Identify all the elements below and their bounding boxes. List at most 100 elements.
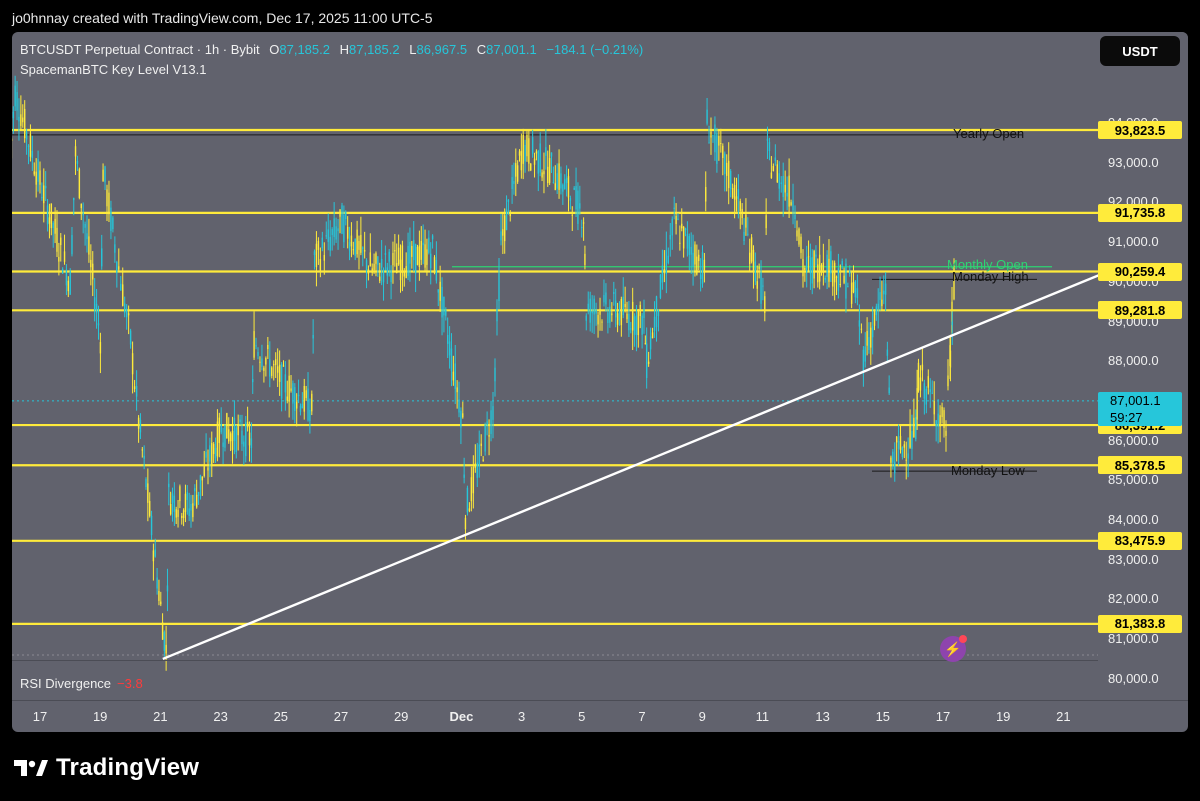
time-tick-label: 23	[213, 709, 228, 724]
candle-body	[133, 386, 136, 390]
key-level-price-label: 89,281.8	[1098, 301, 1182, 320]
candle-body	[786, 192, 788, 197]
candle-body	[445, 310, 447, 316]
candle-body	[669, 234, 671, 240]
candle-body	[616, 313, 619, 325]
candle-body	[303, 385, 305, 412]
candle-body	[252, 378, 254, 383]
candle-body	[573, 187, 575, 190]
candle-body	[307, 388, 309, 421]
pane-divider[interactable]	[12, 660, 1098, 661]
candle-body	[396, 263, 398, 274]
candle-body	[611, 313, 613, 316]
candle-body	[214, 447, 217, 459]
candle-body	[95, 303, 98, 314]
candle-body	[112, 217, 114, 230]
candle-body	[365, 260, 368, 271]
price-tick-label: 82,000.0	[1108, 591, 1159, 607]
candle-body	[909, 425, 911, 448]
candle-body	[175, 509, 177, 518]
candle-body	[575, 186, 577, 210]
candle-body	[474, 463, 476, 468]
candle-body	[911, 431, 913, 449]
candle-body	[466, 487, 469, 513]
candle-body	[65, 269, 68, 286]
candle-body	[317, 240, 320, 250]
high-value: 87,185.2	[349, 42, 400, 57]
candle-body	[537, 151, 539, 174]
currency-button[interactable]: USDT	[1100, 36, 1180, 66]
candle-body	[76, 161, 79, 164]
candle-body	[714, 124, 716, 153]
candle-body	[591, 311, 593, 314]
candle-body	[199, 475, 202, 490]
candle-body	[299, 405, 302, 412]
candle-body	[509, 212, 511, 217]
candle-body	[205, 451, 207, 458]
candle-body	[69, 271, 71, 295]
candle-body	[441, 286, 443, 318]
candle-body	[813, 250, 815, 279]
candle-body	[209, 445, 211, 462]
candle-body	[386, 267, 388, 276]
candle-body	[718, 135, 720, 146]
candle-body	[622, 296, 624, 316]
candle-body	[758, 266, 760, 270]
candle-body	[186, 492, 188, 500]
symbol-legend[interactable]: BTCUSDT Perpetual Contract · 1h · Bybit …	[20, 42, 643, 57]
candle-body	[325, 235, 327, 237]
rsi-legend[interactable]: RSI Divergence −3.8	[20, 676, 143, 691]
candle-body	[297, 394, 300, 397]
candle-body	[416, 246, 419, 266]
bar-countdown: 59:27	[1110, 409, 1143, 425]
candle-body	[327, 229, 329, 242]
price-chart[interactable]	[12, 32, 1188, 732]
candle-body	[579, 203, 581, 209]
candle-body	[735, 196, 738, 212]
candle-body	[44, 185, 47, 189]
candle-body	[731, 188, 734, 198]
time-tick-label: 17	[32, 709, 48, 724]
candle-body	[211, 442, 213, 466]
candle-body	[897, 441, 900, 449]
candle-body	[282, 365, 285, 367]
change-value: −184.1 (−0.21%)	[546, 42, 644, 57]
chart-panel[interactable]: 94,000.093,000.092,000.091,000.090,000.0…	[12, 32, 1188, 732]
candle-body	[774, 157, 777, 161]
candle-body	[820, 264, 823, 273]
candle-body	[480, 443, 482, 446]
low-label: L	[409, 42, 417, 57]
candle-body	[661, 265, 664, 283]
candle-body	[165, 644, 167, 654]
candle-body	[716, 133, 718, 164]
candle-body	[333, 218, 335, 238]
candle-body	[312, 335, 314, 339]
candle-body	[815, 254, 817, 257]
candle-body	[188, 508, 190, 516]
candle-body	[841, 261, 843, 266]
candle-body	[631, 301, 634, 331]
candle-body	[127, 313, 130, 316]
candle-body	[82, 213, 84, 216]
symbol-title[interactable]: BTCUSDT Perpetual Contract · 1h · Bybit	[20, 42, 260, 57]
candle-body	[923, 383, 926, 399]
candle-body	[278, 364, 281, 382]
price-axis[interactable]	[1098, 32, 1188, 700]
candle-body	[883, 290, 885, 295]
key-level-price-label: 90,259.4	[1098, 262, 1182, 281]
candle-body	[255, 345, 257, 347]
indicator-legend[interactable]: SpacemanBTC Key Level V13.1	[20, 62, 207, 77]
candle-body	[237, 426, 239, 436]
candle-body	[269, 359, 271, 377]
candle-body	[352, 249, 355, 251]
candle-body	[309, 409, 311, 421]
candle-body	[564, 179, 566, 190]
candle-body	[305, 390, 307, 399]
candle-body	[447, 334, 449, 344]
lightning-alert-icon[interactable]: ⚡	[940, 635, 967, 662]
candle-body	[818, 254, 821, 282]
candle-body	[653, 316, 656, 332]
candle-body	[649, 336, 652, 350]
candle-body	[737, 189, 740, 199]
candle-body	[31, 150, 34, 158]
